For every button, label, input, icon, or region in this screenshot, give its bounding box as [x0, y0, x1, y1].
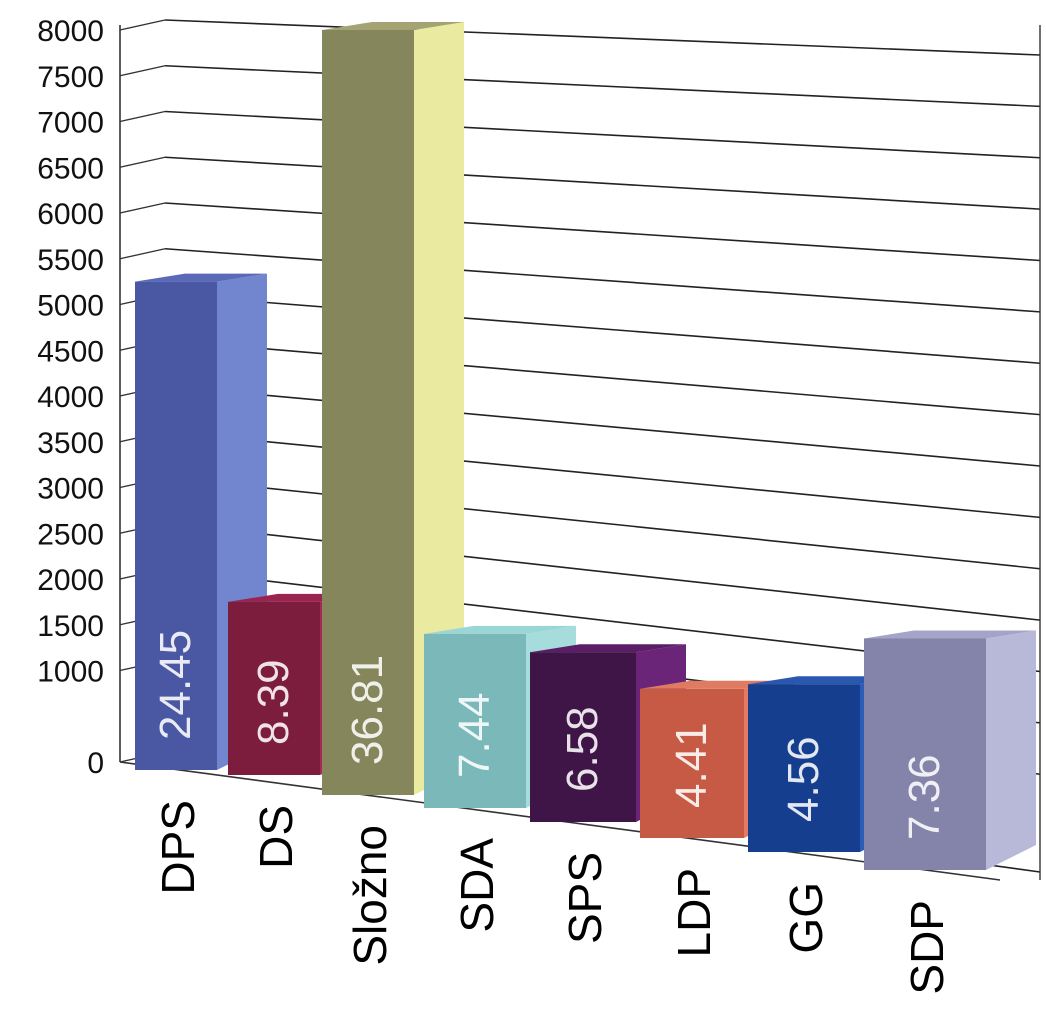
bar-top [424, 625, 576, 634]
y-tick-label: 4500 [37, 335, 104, 368]
category-label: DS [250, 805, 302, 869]
y-tick-label: 1500 [37, 610, 104, 643]
bar-top [864, 630, 1036, 639]
data-label: 7.44 [450, 692, 499, 778]
y-axis: 0 1000 1500 2000 2500 3000 3500 4000 4500 5000 550… [37, 15, 1041, 881]
bar-side [414, 22, 464, 795]
bar-top [135, 273, 267, 282]
y-tick-label: 5500 [37, 244, 104, 277]
data-label: 36.81 [343, 655, 392, 765]
bar [424, 633, 526, 808]
y-tick-label: 1000 [37, 656, 104, 689]
y-tick-label: 0 [87, 747, 104, 780]
bar [864, 638, 986, 870]
y-tick-label: 5000 [37, 290, 104, 323]
y-tick-label: 7500 [37, 61, 104, 94]
gridline [164, 430, 1041, 519]
gridline-depth [119, 65, 166, 77]
gridline [164, 293, 1041, 365]
bar [530, 652, 636, 822]
bar-top [322, 22, 464, 30]
category-label: GG [780, 882, 832, 954]
y-tick-label: 3500 [37, 427, 104, 460]
y-tick-label: 6500 [37, 152, 104, 185]
category-label: SDA [451, 838, 503, 933]
y-tick-label: 6000 [37, 198, 104, 231]
category-label: LDP [668, 868, 720, 957]
gridline [164, 476, 1041, 570]
data-label: 24.45 [151, 630, 200, 740]
bar [640, 688, 744, 838]
category-label: SPS [559, 852, 611, 944]
category-label: SDP [901, 900, 953, 995]
gridline [164, 64, 1041, 108]
gridline [164, 339, 1041, 416]
gridline [164, 247, 1041, 313]
y-tick-label: 2500 [37, 518, 104, 551]
y-tick-label: 3000 [37, 473, 104, 506]
gridline-depth [119, 202, 166, 214]
gridline [164, 385, 1041, 467]
data-label: 4.41 [667, 722, 716, 808]
data-label: 4.56 [779, 736, 828, 822]
gridline [164, 110, 1041, 159]
y-tick-label: 7000 [37, 107, 104, 140]
bar-top [530, 644, 686, 653]
gridline-depth [119, 110, 166, 123]
bar [322, 30, 414, 795]
gridline [164, 19, 1041, 56]
y-tick-label: 4000 [37, 381, 104, 414]
category-labels: DPS DS Složno SDA SPS LDP GG SDP [152, 800, 953, 995]
gridline [164, 156, 1041, 210]
chart-bars: 24.45 8.39 36.81 7.44 6.58 4.41 4.56 7.36 [135, 22, 1036, 870]
y-tick-label: 2000 [37, 564, 104, 597]
category-label: DPS [152, 800, 204, 895]
gridline-depth [119, 156, 166, 168]
data-label: 6.58 [558, 706, 607, 792]
gridline-depth [119, 248, 166, 260]
gridline [164, 522, 1041, 621]
bar [748, 684, 860, 852]
bar [135, 281, 217, 770]
category-label: Složno [344, 825, 396, 966]
bar-side [986, 630, 1036, 870]
data-label: 7.36 [900, 754, 949, 840]
y-tick-label: 8000 [37, 15, 104, 48]
bar [228, 601, 320, 775]
gridline-depth [119, 19, 166, 31]
data-label: 8.39 [249, 659, 298, 745]
gridline [164, 202, 1041, 262]
